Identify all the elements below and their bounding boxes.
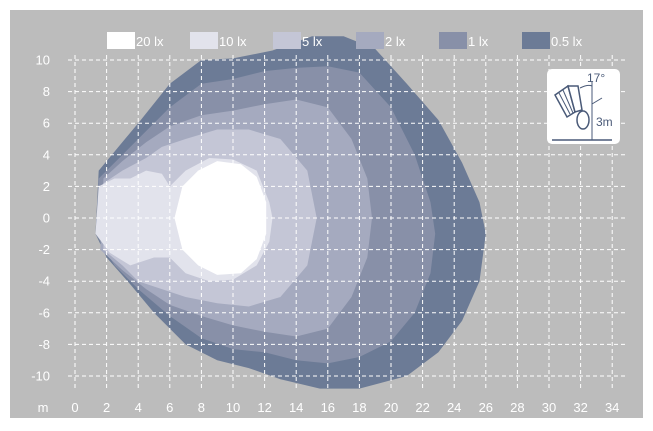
legend-label-0-5-lx: 0.5 lx bbox=[551, 34, 583, 49]
isolux-areas bbox=[95, 36, 486, 389]
x-tick-label: 26 bbox=[479, 400, 493, 415]
x-tick-label: 2 bbox=[103, 400, 110, 415]
y-tick-label: 6 bbox=[43, 116, 50, 131]
y-tick-label: 4 bbox=[43, 147, 50, 162]
x-tick-label: 22 bbox=[415, 400, 429, 415]
x-tick-labels: 0 2 4 6 8 10 12 14 16 18 20 22 24 26 28 30 32 34 bbox=[71, 400, 619, 415]
x-tick-label: 32 bbox=[573, 400, 587, 415]
legend-swatch-5-lx bbox=[273, 32, 301, 49]
lamp-icon bbox=[554, 84, 590, 130]
x-tick-label: 8 bbox=[198, 400, 205, 415]
x-tick-label: 34 bbox=[605, 400, 619, 415]
legend-swatch-0-5-lx bbox=[522, 32, 550, 49]
x-tick-label: 30 bbox=[542, 400, 556, 415]
grid-lines bbox=[68, 55, 628, 388]
y-tick-label: 10 bbox=[36, 53, 50, 68]
y-tick-label: -10 bbox=[31, 369, 50, 384]
legend-swatch-20-lx bbox=[107, 32, 135, 49]
legend-label-2-lx: 2 lx bbox=[385, 34, 406, 49]
x-axis-label: m bbox=[38, 400, 49, 415]
inset-height-label: 3m bbox=[596, 115, 613, 129]
x-tick-label: 10 bbox=[226, 400, 240, 415]
x-tick-label: 4 bbox=[135, 400, 142, 415]
x-tick-label: 16 bbox=[321, 400, 335, 415]
tilt-line bbox=[591, 97, 603, 105]
legend-swatch-2-lx bbox=[356, 32, 384, 49]
x-tick-label: 18 bbox=[352, 400, 366, 415]
x-tick-label: 12 bbox=[257, 400, 271, 415]
legend-swatch-10-lx bbox=[190, 32, 218, 49]
y-tick-label: 8 bbox=[43, 84, 50, 99]
area-20-lx bbox=[174, 161, 267, 275]
legend-label-10-lx: 10 lx bbox=[219, 34, 247, 49]
angle-arc bbox=[579, 84, 593, 89]
x-tick-label: 24 bbox=[447, 400, 461, 415]
x-tick-label: 6 bbox=[166, 400, 173, 415]
inset-diagram: 17° 3m bbox=[547, 69, 620, 144]
legend-label-20-lx: 20 lx bbox=[136, 34, 164, 49]
x-tick-label: 20 bbox=[384, 400, 398, 415]
y-tick-label: 0 bbox=[43, 211, 50, 226]
y-tick-label: -6 bbox=[38, 305, 50, 320]
legend-swatch-1-lx bbox=[439, 32, 467, 49]
legend-label-1-lx: 1 lx bbox=[468, 34, 489, 49]
y-tick-label: -4 bbox=[38, 274, 50, 289]
inset-angle-label: 17° bbox=[587, 71, 605, 85]
y-tick-label: -8 bbox=[38, 337, 50, 352]
x-tick-label: 0 bbox=[71, 400, 78, 415]
y-tick-labels: 10 8 6 4 2 0 -2 -4 -6 -8 -10 bbox=[31, 53, 50, 384]
y-tick-label: -2 bbox=[38, 242, 50, 257]
x-tick-label: 28 bbox=[510, 400, 524, 415]
y-tick-label: 2 bbox=[43, 179, 50, 194]
inset-box bbox=[547, 69, 620, 144]
legend: 20 lx 10 lx 5 lx 2 lx 1 lx 0.5 lx bbox=[107, 32, 583, 49]
legend-label-5-lx: 5 lx bbox=[302, 34, 323, 49]
x-tick-label: 14 bbox=[289, 400, 303, 415]
